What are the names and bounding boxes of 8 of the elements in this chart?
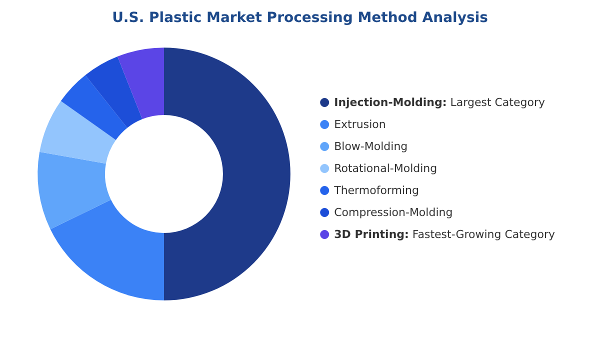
legend-label: Compression-Molding — [334, 206, 453, 219]
legend-label: Injection-Molding: Largest Category — [334, 96, 546, 109]
chart-title: U.S. Plastic Market Processing Method Analysis — [112, 10, 488, 26]
legend-label: Extrusion — [334, 118, 386, 131]
legend-label: Rotational-Molding — [334, 162, 438, 175]
legend-label: 3D Printing: Fastest-Growing Category — [334, 228, 556, 241]
legend-label: Thermoforming — [333, 184, 419, 197]
legend-label: Blow-Molding — [334, 140, 408, 153]
